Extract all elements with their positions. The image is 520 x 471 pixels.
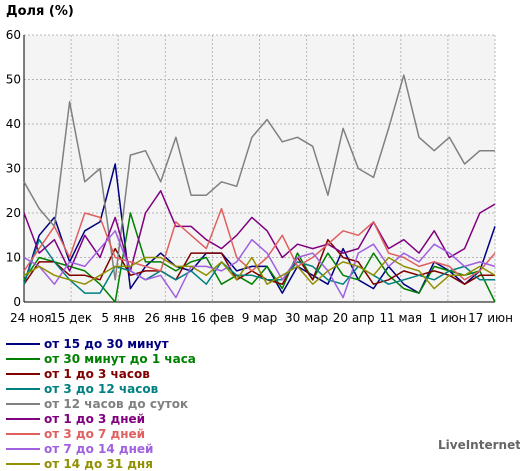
- brand-label: LiveInternet: [438, 438, 520, 452]
- x-tick-label: 20 апр: [333, 311, 375, 325]
- legend-item: от 3 до 12 часов: [6, 381, 196, 396]
- x-tick-label: 5 янв: [101, 311, 135, 325]
- legend-swatch: [6, 387, 40, 390]
- series-line-8: [23, 230, 496, 299]
- y-tick-label: 20: [6, 206, 21, 220]
- legend-item: от 15 до 30 минут: [6, 336, 196, 351]
- series-line-7: [23, 207, 496, 281]
- legend-item: от 1 до 3 часов: [6, 366, 196, 381]
- y-tick-label: 40: [6, 117, 21, 131]
- legend-item: от 30 минут до 1 часа: [6, 351, 196, 366]
- legend-swatch: [6, 462, 40, 465]
- series-line-6: [23, 190, 496, 272]
- x-tick-label: 17 июн: [468, 311, 513, 325]
- legend-label: от 14 до 31 дня: [44, 456, 153, 471]
- legend-item: от 3 до 7 дней: [6, 426, 196, 441]
- y-tick-label: 30: [6, 162, 21, 176]
- legend-swatch: [6, 402, 40, 405]
- legend-swatch: [6, 372, 40, 375]
- x-tick-label: 30 мар: [285, 311, 328, 325]
- y-tick-label: 10: [6, 251, 21, 265]
- legend-swatch: [6, 342, 40, 345]
- y-tick-label: 0: [13, 295, 21, 309]
- legend-label: от 30 минут до 1 часа: [44, 351, 196, 366]
- series-line-5: [23, 74, 495, 281]
- legend-label: от 3 до 12 часов: [44, 381, 159, 396]
- x-tick-label: 24 ноя: [10, 311, 52, 325]
- series-line-9: [23, 256, 496, 290]
- x-tick-label: 9 мар: [242, 311, 277, 325]
- series-line-4: [23, 238, 495, 294]
- legend-swatch: [6, 357, 40, 360]
- legend-label: от 3 до 7 дней: [44, 426, 146, 441]
- x-tick-label: 15 дек: [50, 311, 92, 325]
- legend-swatch: [6, 432, 40, 435]
- y-tick-label: 60: [6, 28, 21, 42]
- legend-label: от 15 до 30 минут: [44, 336, 169, 351]
- x-tick-label: 1 июн: [429, 311, 466, 325]
- x-tick-label: 26 янв: [145, 311, 186, 325]
- legend-label: от 1 до 3 часов: [44, 366, 150, 381]
- legend-swatch: [6, 417, 40, 420]
- series-lines: [23, 74, 496, 303]
- y-tick-label: 50: [6, 73, 21, 87]
- legend-label: от 12 часов до суток: [44, 396, 189, 411]
- legend-label: от 1 до 3 дней: [44, 411, 146, 426]
- y-axis-title: Доля (%): [6, 4, 74, 19]
- x-tick-label: 11 мая: [379, 311, 422, 325]
- legend-item: от 12 часов до суток: [6, 396, 196, 411]
- x-tick-label: 16 фев: [190, 311, 234, 325]
- legend-item: от 14 до 31 дня: [6, 456, 196, 471]
- legend-item: от 7 до 14 дней: [6, 441, 196, 456]
- legend-swatch: [6, 447, 40, 450]
- legend-item: от 1 до 3 дней: [6, 411, 196, 426]
- legend: от 15 до 30 минут от 30 минут до 1 часа от…: [6, 336, 196, 471]
- legend-label: от 7 до 14 дней: [44, 441, 154, 456]
